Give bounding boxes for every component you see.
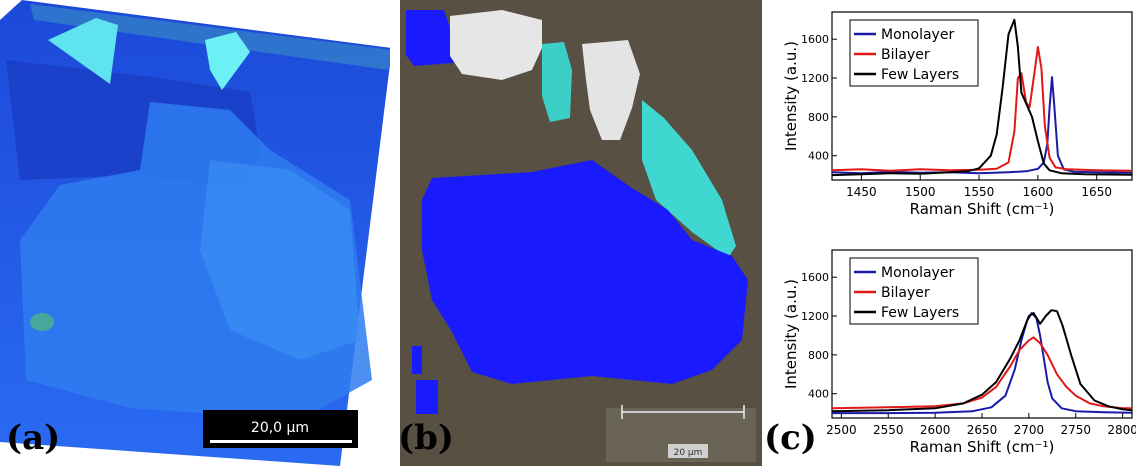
x-tick-label: 2500 <box>826 423 857 437</box>
y-tick-label: 1200 <box>801 72 829 85</box>
x-tick-label: 2650 <box>967 423 998 437</box>
mono-flake-small <box>416 380 438 414</box>
x-tick-label: 2700 <box>1014 423 1045 437</box>
legend-entry: Monolayer <box>881 265 954 281</box>
y-tick-label: 400 <box>808 150 829 163</box>
white-flake-left <box>450 10 542 80</box>
x-axis-label: Raman Shift (cm⁻¹) <box>910 200 1055 218</box>
optical-micrograph: 20,0 µm <box>0 0 392 466</box>
cyan-flake-top <box>542 42 572 122</box>
legend-entry: Bilayer <box>881 285 930 301</box>
panel-b: 20 µm (b) <box>392 0 762 466</box>
mono-flake-main <box>422 160 748 384</box>
white-flake-right <box>582 40 640 140</box>
scalebar-label: 20 µm <box>674 448 703 458</box>
raman-spectra: 1450 1500 1550 1600 1650 400 800 1200 1600 Monola… <box>782 11 1136 456</box>
x-tick-label: 2750 <box>1060 423 1091 437</box>
y-tick-label: 1600 <box>801 271 829 284</box>
y-axis-label: Intensity (a.u.) <box>782 41 800 151</box>
top-edge <box>30 4 392 70</box>
series-line-few-layers <box>832 18 1132 177</box>
g-band-chart: 1450 1500 1550 1600 1650 400 800 1200 1600 Monola… <box>782 11 1133 218</box>
raman-map: 20 µm <box>400 0 762 466</box>
series-line-bilayer <box>832 336 1132 410</box>
panel-letter-b: (b) <box>398 418 454 458</box>
panel-letter-c: (c) <box>764 418 817 458</box>
panel-c: 1450 1500 1550 1600 1650 400 800 1200 1600 Monola… <box>762 0 1136 466</box>
x-tick-label: 1600 <box>1023 185 1054 199</box>
plot-frame <box>831 11 1133 181</box>
legend-entry: Monolayer <box>881 27 954 43</box>
y-axis-label: Intensity (a.u.) <box>782 279 800 389</box>
lighter-region <box>200 160 360 360</box>
panel-letter-a: (a) <box>6 418 61 458</box>
green-spot <box>30 313 54 331</box>
mono-flake-tiny <box>412 346 422 374</box>
scalebar-label: 20,0 µm <box>251 420 309 436</box>
x-tick-label: 1650 <box>1081 185 1112 199</box>
legend-entry: Few Layers <box>881 67 959 83</box>
series-line-few-layers <box>832 309 1132 413</box>
panel-a: 20,0 µm (a) <box>0 0 392 466</box>
x-tick-label: 1550 <box>964 185 995 199</box>
x-tick-label: 2600 <box>920 423 951 437</box>
x-tick-label: 2550 <box>873 423 904 437</box>
y-tick-label: 800 <box>808 111 829 124</box>
series-line-monolayer <box>832 76 1132 175</box>
x-tick-label: 2800 <box>1107 423 1136 437</box>
x-axis-label: Raman Shift (cm⁻¹) <box>910 438 1055 456</box>
y-tick-label: 800 <box>808 349 829 362</box>
scalebar-label-box <box>668 444 708 458</box>
x-tick-label: 1500 <box>905 185 936 199</box>
legend-entry: Few Layers <box>881 305 959 321</box>
y-tick-label: 1600 <box>801 33 829 46</box>
2d-band-chart: 2500 2550 2600 2650 2700 2750 2800 400 800 1200 16… <box>782 249 1136 456</box>
legend-entry: Bilayer <box>881 47 930 63</box>
series-line-bilayer <box>832 46 1132 172</box>
y-tick-label: 1200 <box>801 310 829 323</box>
bright-flake-right <box>205 32 250 90</box>
scalebar-line <box>210 440 352 443</box>
x-tick-label: 1450 <box>846 185 877 199</box>
y-tick-label: 400 <box>808 388 829 401</box>
bright-flake-left <box>48 18 118 84</box>
cyan-flake-right <box>642 100 736 258</box>
